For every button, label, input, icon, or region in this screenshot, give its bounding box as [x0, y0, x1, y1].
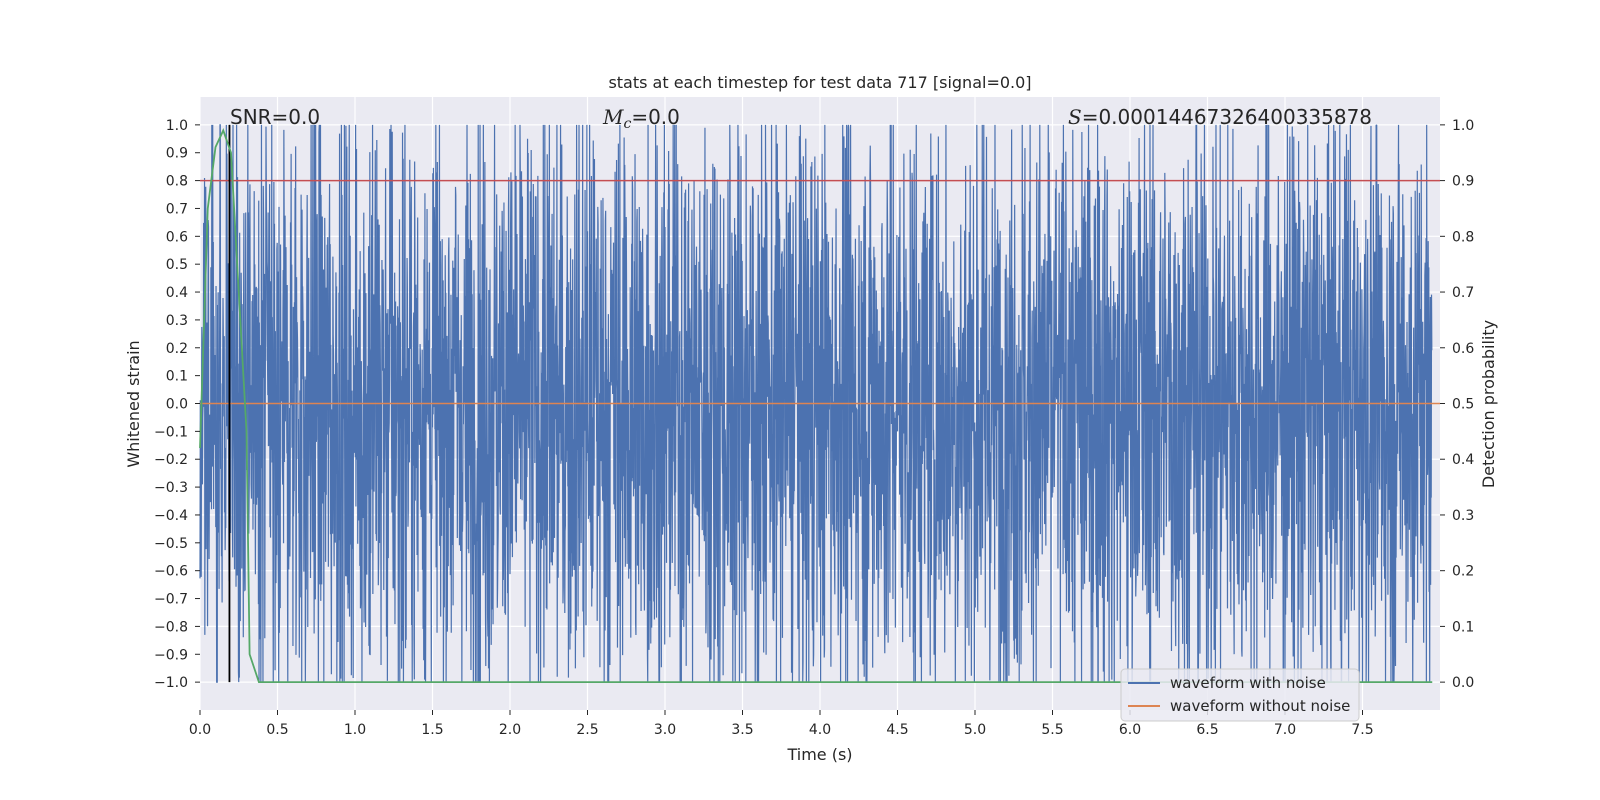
y-left-tick-label: 0.8	[166, 174, 188, 190]
x-tick-label: 3.0	[654, 722, 676, 738]
y-right-tick-label: 0.6	[1452, 341, 1474, 357]
snr-annotation: SNR=0.0	[230, 105, 320, 129]
y-left-tick-label: 0.4	[166, 285, 188, 301]
legend: waveform with noise waveform without noi…	[1120, 668, 1360, 722]
y-left-tick-label: −0.4	[154, 508, 188, 524]
y-left-tick-label: 1.0	[166, 118, 188, 134]
x-tick-label: 5.5	[1041, 722, 1063, 738]
y-left-tick-label: 0.1	[166, 369, 188, 385]
x-tick-label: 0.5	[266, 722, 288, 738]
mc-symbol: M	[602, 105, 624, 129]
y-right-tick-label: 0.1	[1452, 619, 1474, 635]
y-right-tick-label: 0.9	[1452, 174, 1474, 190]
legend-label-noise: waveform with noise	[1170, 674, 1326, 692]
y-left-tick-label: −0.8	[154, 619, 188, 635]
y-right-tick-label: 0.0	[1452, 675, 1474, 691]
y-left-tick-label: −0.2	[154, 452, 188, 468]
y-right-tick-label: 0.5	[1452, 397, 1474, 413]
noise-waveform-series	[199, 124, 1433, 683]
s-annotation: S=0.00014467326400335878	[1068, 105, 1372, 129]
y-left-tick-label: −0.9	[154, 647, 188, 663]
y-right-tick-label: 0.3	[1452, 508, 1474, 524]
y-right-tick-label: 1.0	[1452, 118, 1474, 134]
x-tick-label: 6.0	[1119, 722, 1141, 738]
y-left-tick-label: 0.3	[166, 313, 188, 329]
line-series	[199, 124, 1440, 684]
mc-annotation: Mc=0.0	[602, 105, 680, 132]
x-tick-label: 7.0	[1274, 722, 1296, 738]
y-axis-right-title: Detection probability	[1479, 320, 1498, 488]
x-axis-title: Time (s)	[786, 745, 852, 764]
y-left-tick-label: 0.9	[166, 146, 188, 162]
s-symbol: S	[1068, 105, 1082, 129]
y-left-tick-label: −0.1	[154, 424, 188, 440]
y-left-tick-label: 0.7	[166, 201, 188, 217]
y-left-tick-label: −0.6	[154, 564, 188, 580]
x-tick-label: 0.0	[189, 722, 211, 738]
mc-value: =0.0	[631, 105, 680, 129]
axes: 0.0 0.5 1.0 1.5 2.0 2.5 3.0 3.5 4.0 4.5 5.0 5.5 6.0 6…	[154, 118, 1474, 738]
y-left-tick-label: 0.6	[166, 229, 188, 245]
y-right-tick-label: 0.4	[1452, 452, 1474, 468]
x-tick-label: 3.5	[731, 722, 753, 738]
y-left-tick-label: 0.2	[166, 341, 188, 357]
y-axis-left-title: Whitened strain	[124, 340, 143, 467]
x-tick-label: 4.5	[886, 722, 908, 738]
x-tick-label: 5.0	[964, 722, 986, 738]
x-tick-label: 2.5	[576, 722, 598, 738]
legend-box	[1120, 668, 1360, 722]
y-left-tick-label: −0.7	[154, 592, 188, 608]
y-right-tick-label: 0.8	[1452, 229, 1474, 245]
x-tick-label: 4.0	[809, 722, 831, 738]
x-tick-label: 2.0	[499, 722, 521, 738]
y-right-tick-label: 0.2	[1452, 564, 1474, 580]
y-left-tick-label: 0.0	[166, 397, 188, 413]
legend-label-clean: waveform without noise	[1170, 697, 1350, 715]
waveform-with-noise-line	[199, 124, 1433, 683]
y-left-tick-label: −0.3	[154, 480, 188, 496]
y-left-tick-label: −0.5	[154, 536, 188, 552]
y-right-tick-label: 0.7	[1452, 285, 1474, 301]
y-left-tick-label: 0.5	[166, 257, 188, 273]
x-tick-label: 6.5	[1196, 722, 1218, 738]
mc-subscript: c	[623, 116, 631, 132]
chart-title: stats at each timestep for test data 717…	[608, 73, 1031, 92]
x-tick-label: 7.5	[1351, 722, 1373, 738]
y-left-tick-label: −1.0	[154, 675, 188, 691]
x-tick-label: 1.5	[421, 722, 443, 738]
x-tick-label: 1.0	[344, 722, 366, 738]
s-value: =0.00014467326400335878	[1082, 105, 1372, 129]
detection-probability-line	[199, 128, 1433, 684]
